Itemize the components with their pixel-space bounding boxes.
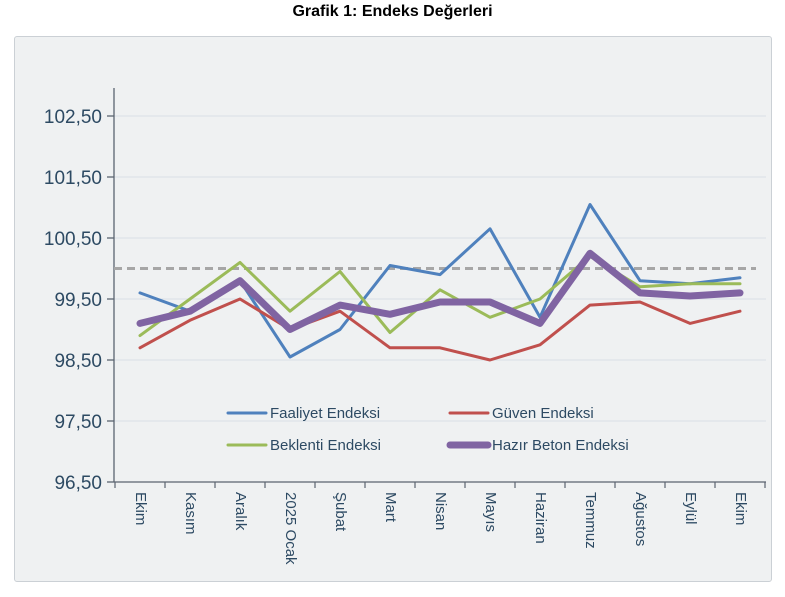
x-tick-label: Ağustos <box>632 492 649 546</box>
x-tick-label: Mayıs <box>482 492 499 532</box>
legend-label-haz-r-beton-endeksi: Hazır Beton Endeksi <box>492 437 629 454</box>
x-tick-label: Eylül <box>682 492 699 525</box>
series-line-beklenti-endeksi <box>138 254 742 338</box>
y-tick-label: 98,50 <box>54 351 102 372</box>
x-tick-label: Mart <box>382 492 399 523</box>
legend-label-faaliyet-endeksi: Faaliyet Endeksi <box>270 405 380 422</box>
x-tick-label: Nisan <box>432 492 449 530</box>
series-line-g-ven-endeksi <box>138 297 742 362</box>
x-tick-label: Ekim <box>732 492 749 525</box>
chart-svg: 96,50 97,50 98,50 99,50 100,50 101,50 102,50 Ek… <box>44 88 766 565</box>
x-tick-label: Şubat <box>332 492 349 532</box>
y-tick-label: 102,50 <box>44 107 102 128</box>
x-tick-label: Aralık <box>232 492 249 531</box>
x-tick-label: 2025 Ocak <box>282 492 299 565</box>
y-tick-label: 99,50 <box>54 290 102 311</box>
chart-area: 96,50 97,50 98,50 99,50 100,50 101,50 102,50 Ek… <box>14 36 772 582</box>
legend-label-beklenti-endeksi: Beklenti Endeksi <box>270 437 381 454</box>
x-tick-label: Temmuz <box>582 492 599 549</box>
series-line-faaliyet-endeksi <box>138 203 742 359</box>
y-tick-label: 101,50 <box>44 168 102 189</box>
x-tick-label: Kasım <box>182 492 199 535</box>
series-line-haz-r-beton-endeksi <box>136 249 744 333</box>
x-tick-label: Haziran <box>532 492 549 544</box>
y-tick-label: 96,50 <box>54 473 102 494</box>
x-tick-label: Ekim <box>132 492 149 525</box>
chart-title: Grafik 1: Endeks Değerleri <box>292 3 493 20</box>
y-tick-label: 97,50 <box>54 412 102 433</box>
y-tick-label: 100,50 <box>44 229 102 250</box>
legend-label-g-ven-endeksi: Güven Endeksi <box>492 405 594 422</box>
